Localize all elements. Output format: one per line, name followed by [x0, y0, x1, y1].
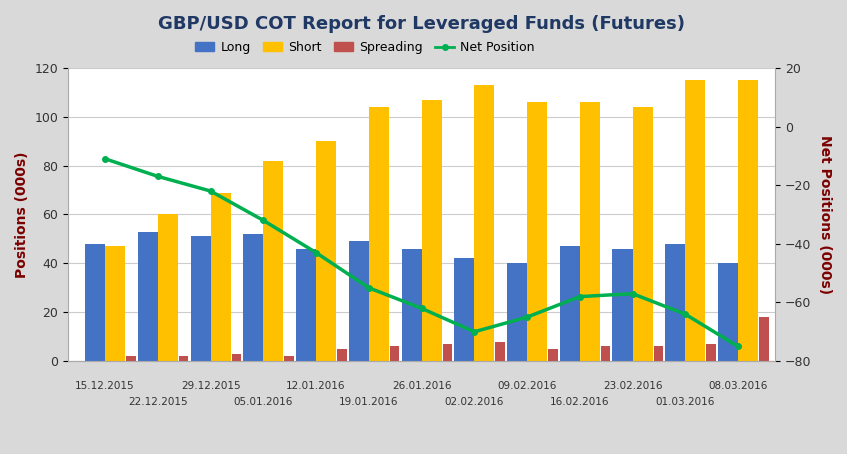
Bar: [718, 263, 738, 361]
Bar: [601, 346, 611, 361]
Bar: [422, 100, 441, 361]
Bar: [179, 356, 188, 361]
Bar: [390, 346, 400, 361]
Bar: [85, 244, 105, 361]
Bar: [527, 102, 547, 361]
Bar: [337, 349, 346, 361]
Bar: [368, 107, 389, 361]
Text: 19.01.2016: 19.01.2016: [339, 397, 399, 407]
Text: 02.02.2016: 02.02.2016: [445, 397, 504, 407]
Bar: [243, 234, 263, 361]
Title: GBP/USD COT Report for Leveraged Funds (Futures): GBP/USD COT Report for Leveraged Funds (…: [158, 15, 685, 33]
Bar: [495, 341, 505, 361]
Bar: [401, 249, 422, 361]
Bar: [191, 237, 211, 361]
Text: 09.02.2016: 09.02.2016: [497, 380, 556, 390]
Bar: [706, 344, 716, 361]
Text: 26.01.2016: 26.01.2016: [392, 380, 451, 390]
Bar: [454, 258, 474, 361]
Bar: [633, 107, 652, 361]
Bar: [138, 232, 158, 361]
Text: 01.03.2016: 01.03.2016: [656, 397, 715, 407]
Y-axis label: Net Positions (000s): Net Positions (000s): [818, 135, 832, 294]
Bar: [580, 102, 600, 361]
Y-axis label: Positions (000s): Positions (000s): [15, 151, 29, 278]
Bar: [105, 246, 125, 361]
Bar: [296, 249, 316, 361]
Bar: [654, 346, 663, 361]
Bar: [349, 242, 368, 361]
Bar: [211, 192, 230, 361]
Bar: [263, 161, 284, 361]
Bar: [474, 85, 495, 361]
Bar: [738, 80, 758, 361]
Bar: [507, 263, 527, 361]
Text: 23.02.2016: 23.02.2016: [603, 380, 662, 390]
Text: 08.03.2016: 08.03.2016: [708, 380, 767, 390]
Bar: [232, 354, 241, 361]
Text: 05.01.2016: 05.01.2016: [234, 397, 293, 407]
Bar: [759, 317, 768, 361]
Bar: [685, 80, 706, 361]
Bar: [158, 214, 178, 361]
Bar: [548, 349, 557, 361]
Bar: [612, 249, 633, 361]
Bar: [443, 344, 452, 361]
Bar: [126, 356, 136, 361]
Bar: [560, 246, 580, 361]
Bar: [285, 356, 294, 361]
Text: 22.12.2015: 22.12.2015: [128, 397, 188, 407]
Text: 12.01.2016: 12.01.2016: [286, 380, 346, 390]
Bar: [316, 141, 336, 361]
Bar: [665, 244, 685, 361]
Text: 15.12.2015: 15.12.2015: [75, 380, 135, 390]
Text: 29.12.2015: 29.12.2015: [180, 380, 241, 390]
Text: 16.02.2016: 16.02.2016: [550, 397, 610, 407]
Legend: Long, Short, Spreading, Net Position: Long, Short, Spreading, Net Position: [191, 36, 540, 59]
